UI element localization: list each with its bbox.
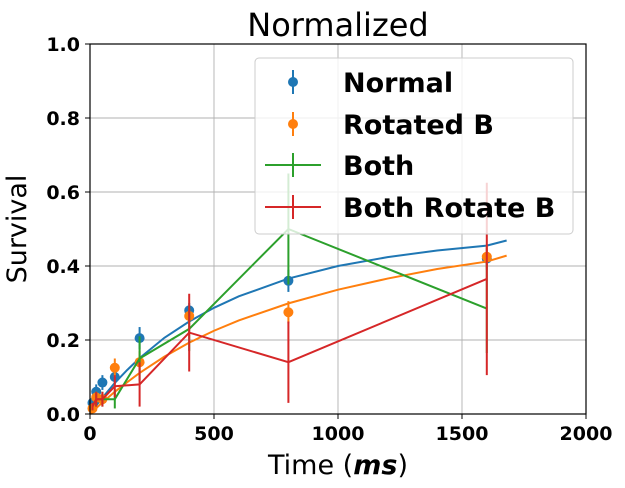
legend-marker-point [288,119,298,129]
y-tick-label: 1.0 [46,34,80,56]
data-point [109,362,120,373]
x-axis-label-unit: ms [353,450,397,481]
y-tick-label: 0.8 [46,108,80,130]
x-axis-label-prefix: Time ( [267,450,353,481]
plot-area [87,173,507,415]
x-axis-label-suffix: ) [397,450,408,481]
chart-title: Normalized [247,6,428,44]
fit-curve-normal [89,239,507,415]
y-tick-label: 0.6 [46,182,80,204]
y-axis-label: Survival [2,175,33,284]
data-point [97,377,108,388]
x-tick-label: 500 [194,423,234,445]
legend-item-rotated-b: Rotated B [288,110,494,141]
legend-marker-point [288,77,298,87]
fit-curve-rotated-b [89,254,507,415]
legend-item-normal: Normal [288,68,453,99]
y-tick-label: 0.0 [46,404,80,426]
x-tick-label: 1500 [436,423,489,445]
series-both-rotate-b [91,182,488,411]
x-tick-label: 0 [83,423,96,445]
x-tick-label: 1000 [312,423,365,445]
series-line-both-rotate-b [91,278,488,408]
series-normal [87,239,507,415]
series-rotated-b [87,245,507,415]
y-tick-label: 0.4 [46,256,80,278]
legend-item-both: Both [265,151,414,182]
x-tick-label: 2000 [560,423,613,445]
legend-label: Both [343,151,414,182]
legend-label: Rotated B [343,110,494,141]
y-tick-label: 0.2 [46,330,80,352]
data-point [283,307,294,318]
legend: Normal Rotated B Both Both Rotate B [254,57,574,235]
axis-ticks: 0 500 1000 1500 2000 0.0 0.2 0.4 0.6 0.8 1.0 [46,34,612,445]
legend-label: Normal [343,68,453,99]
series-line-both [91,227,488,408]
legend-label: Both Rotate B [343,193,555,224]
x-axis-label: Time (ms) [267,450,408,481]
legend-box [254,57,574,235]
legend-item-both-rotate-b: Both Rotate B [265,193,555,224]
